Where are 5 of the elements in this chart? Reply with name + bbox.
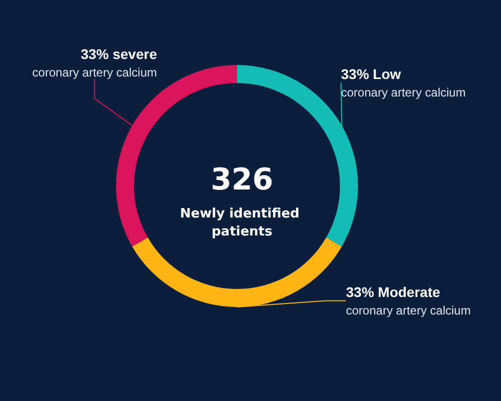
slice-label: 33% severe coronary artery calcium: [32, 46, 158, 80]
text: Newly identified patients: [180, 206, 304, 240]
text: 326: [210, 162, 274, 198]
slice-label: 33% Moderate coronary artery calcium: [346, 284, 471, 318]
slice-label: 33% Low coronary artery calcium: [341, 66, 466, 100]
